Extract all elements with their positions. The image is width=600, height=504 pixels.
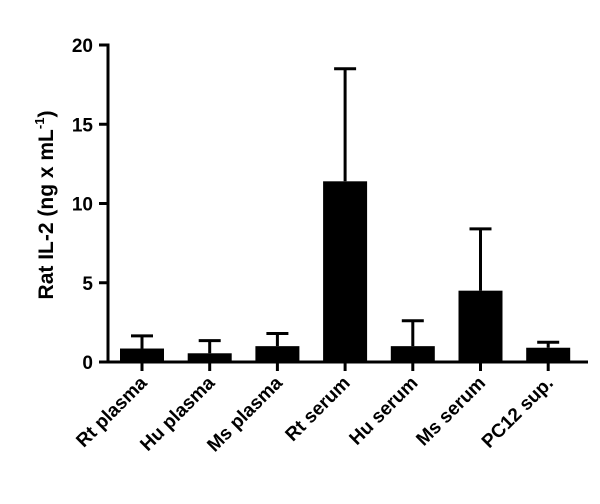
y-tick-label: 15 <box>72 115 94 136</box>
y-tick-label: 0 <box>82 353 93 374</box>
bar <box>458 290 503 362</box>
error-bars <box>131 67 560 354</box>
bar <box>255 346 300 362</box>
y-tick-label: 20 <box>72 36 93 57</box>
bar <box>390 346 435 362</box>
bar <box>187 353 232 362</box>
bar <box>526 347 571 362</box>
svg-text:Rat IL-2 (ng x mL-1): Rat IL-2 (ng x mL-1) <box>32 111 58 300</box>
bar <box>323 181 368 362</box>
y-axis-title: Rat IL-2 (ng x mL-1) <box>32 111 58 300</box>
x-tick-label: PC12 sup. <box>478 373 558 453</box>
y-axis-title-superscript: -1 <box>32 118 47 130</box>
y-tick-label: 10 <box>72 195 93 216</box>
y-axis-title-prefix: Rat IL-2 (ng x mL <box>35 129 58 300</box>
x-axis <box>106 360 588 371</box>
y-axis: 0 5 10 15 20 <box>72 36 110 374</box>
x-tick-label: Rt serum <box>282 373 355 446</box>
y-tick-label: 5 <box>82 274 93 295</box>
bar <box>120 348 164 362</box>
y-axis-title-suffix: ) <box>35 111 58 118</box>
bars <box>120 181 571 362</box>
x-tick-label: Hu serum <box>346 373 423 450</box>
